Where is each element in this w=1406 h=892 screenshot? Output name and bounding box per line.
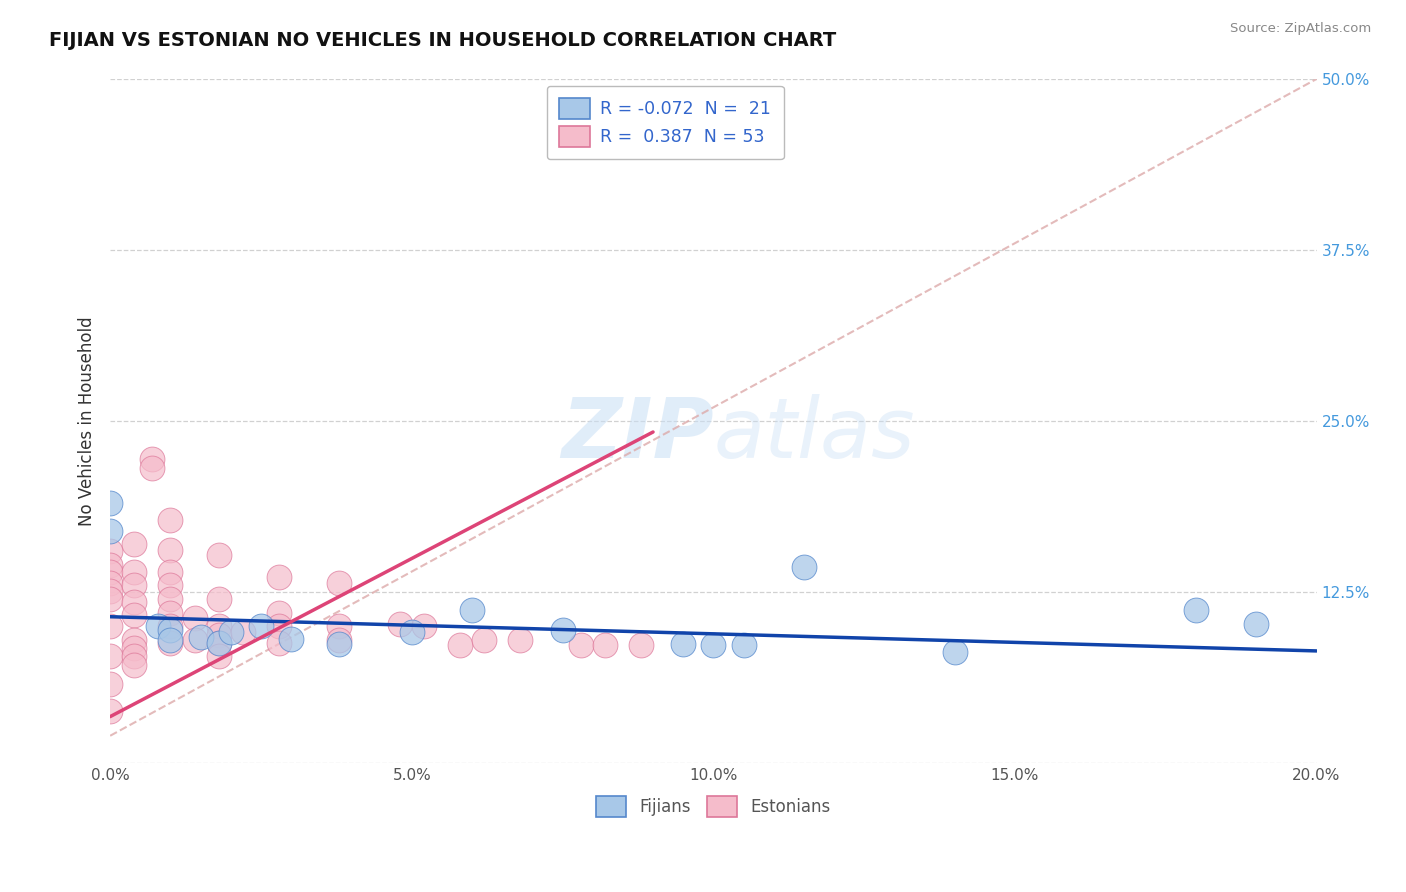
Point xyxy=(461,603,484,617)
Point xyxy=(208,548,231,562)
Point xyxy=(208,591,231,606)
Point xyxy=(159,542,181,557)
Point xyxy=(232,624,254,639)
Point xyxy=(98,704,121,718)
Point xyxy=(208,636,231,650)
Point xyxy=(208,627,231,641)
Point xyxy=(190,630,212,644)
Point xyxy=(388,616,411,631)
Point xyxy=(208,636,231,650)
Point xyxy=(183,632,205,647)
Point xyxy=(672,637,695,651)
Point xyxy=(98,496,121,510)
Point xyxy=(943,645,966,659)
Y-axis label: No Vehicles in Household: No Vehicles in Household xyxy=(79,317,96,526)
Text: atlas: atlas xyxy=(713,394,915,475)
Point xyxy=(208,649,231,664)
Point xyxy=(159,565,181,579)
Point xyxy=(98,591,121,606)
Point xyxy=(449,639,471,653)
Point xyxy=(159,591,181,606)
Point xyxy=(551,624,574,638)
Point xyxy=(159,578,181,592)
Point xyxy=(267,636,290,650)
Point xyxy=(98,583,121,598)
Point xyxy=(141,452,163,467)
Point xyxy=(124,608,146,623)
Point xyxy=(98,558,121,572)
Text: ZIP: ZIP xyxy=(561,394,713,475)
Point xyxy=(593,639,616,653)
Point xyxy=(401,624,423,639)
Point xyxy=(569,639,592,653)
Point xyxy=(159,624,181,638)
Point xyxy=(328,632,350,647)
Point xyxy=(472,632,495,647)
Point xyxy=(267,570,290,584)
Point xyxy=(159,512,181,526)
Point xyxy=(98,544,121,558)
Point xyxy=(159,636,181,650)
Point xyxy=(267,606,290,620)
Point xyxy=(159,619,181,633)
Point xyxy=(793,560,815,574)
Point xyxy=(124,578,146,592)
Point xyxy=(124,565,146,579)
Point xyxy=(328,575,350,590)
Point xyxy=(219,624,242,639)
Point xyxy=(509,632,531,647)
Point xyxy=(98,565,121,579)
Point xyxy=(1185,603,1208,617)
Legend: Fijians, Estonians: Fijians, Estonians xyxy=(589,789,838,823)
Point xyxy=(159,632,181,647)
Point xyxy=(630,639,652,653)
Point xyxy=(98,524,121,538)
Point xyxy=(124,657,146,672)
Point xyxy=(208,619,231,633)
Text: FIJIAN VS ESTONIAN NO VEHICLES IN HOUSEHOLD CORRELATION CHART: FIJIAN VS ESTONIAN NO VEHICLES IN HOUSEH… xyxy=(49,31,837,50)
Point xyxy=(1244,616,1267,631)
Point xyxy=(250,619,273,633)
Point xyxy=(702,639,724,653)
Point xyxy=(124,537,146,551)
Point xyxy=(183,611,205,625)
Point xyxy=(98,677,121,691)
Point xyxy=(159,606,181,620)
Point xyxy=(412,619,434,633)
Point xyxy=(124,641,146,656)
Point xyxy=(328,619,350,633)
Point xyxy=(124,632,146,647)
Point xyxy=(141,460,163,475)
Point xyxy=(98,575,121,590)
Point xyxy=(267,619,290,633)
Text: Source: ZipAtlas.com: Source: ZipAtlas.com xyxy=(1230,22,1371,36)
Point xyxy=(124,595,146,609)
Point xyxy=(124,649,146,664)
Point xyxy=(328,637,350,651)
Point xyxy=(98,649,121,664)
Point xyxy=(148,619,170,633)
Point xyxy=(98,619,121,633)
Point xyxy=(733,639,755,653)
Point xyxy=(280,632,302,646)
